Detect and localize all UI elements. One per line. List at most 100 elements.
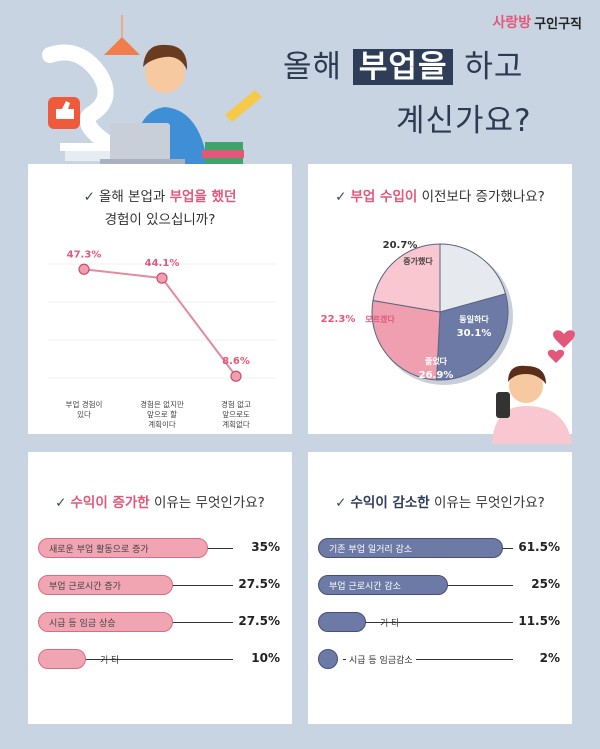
pie-chart: 증가했다 20.7% 동일하다 30.1% 줄었다 26.9% 모르겠다 22.3% [321,240,513,385]
card-title: ✓ 수익이 감소한 이유는 무엇인가요? [308,492,572,515]
bar: 부업 근로시간 감소 [318,575,448,595]
pie-slice [436,293,509,381]
title-highlight: 수익이 증가한 [70,495,150,511]
bar-row: 기존 부업 일거리 감소 61.5% [308,536,572,560]
bar: 부업 근로시간 증가 [38,575,173,595]
series-line [83,268,237,377]
leader-line [203,548,233,549]
leader-line [81,659,233,660]
bar-label: 부업 근로시간 증가 [49,581,121,592]
bar-row: 부업 근로시간 감소 25% [308,573,572,597]
card-increase-reasons: ✓ 수익이 증가한 이유는 무엇인가요? 새로운 부업 활동으로 증가 35% 부… [28,452,292,724]
headline-post: 하고 [453,49,524,85]
pie-slice [439,243,507,313]
check-icon: ✓ [55,495,67,511]
title-post: 이유는 무엇인가요? [429,495,545,511]
bar-label: 기존 부업 일거리 감소 [329,544,413,555]
bar-value: 11.5% [518,614,560,628]
bar [318,649,338,669]
bar-row: 부업 근로시간 증가 27.5% [28,573,292,597]
brand-name-suffix: 구인구직 [534,16,582,32]
card-income-change: ✓ 부업 수입이 이전보다 증가했나요? 증가했다 20.7% 동일하다 30.1% 줄었… [308,164,575,444]
brand-name-highlight: 사랑방 [492,15,532,31]
bar-value: 2% [539,651,560,665]
leader-line [498,548,513,549]
slice-label: 동일하다 [459,314,489,324]
bar-label: 시급 등 임금 상승 [49,618,116,629]
pie-slice [371,299,441,381]
data-label: 8.6% [222,356,250,367]
brand-logo: 사랑방 구인구직 [493,12,582,32]
check-icon: ✓ [335,189,347,205]
title-pre: 올해 본업과 [98,189,170,205]
slice-label: 모르겠다 [365,314,395,324]
page-headline: 올해 부업을 하고 계신가요? [283,40,532,148]
bar-value: 61.5% [518,540,560,554]
pie-slice [372,243,441,313]
data-point [78,263,90,275]
data-point [156,272,168,284]
bar-label: 기 타 [380,619,400,629]
card-title: ✓ 수익이 증가한 이유는 무엇인가요? [28,492,292,515]
bar: 기존 부업 일거리 감소 [318,538,503,558]
bar [38,649,86,669]
header-illustration [42,15,262,165]
card-title: ✓ 올해 본업과 부업을 했던 경험이 있으십니까? [28,186,292,232]
leader-line [168,622,233,623]
check-icon: ✓ [83,189,95,205]
bar-row: 새로운 부업 활동으로 증가 35% [28,536,292,560]
leader-line [443,585,513,586]
category-label: 있다 [77,410,91,419]
bar [318,612,366,632]
headline-pre: 올해 [283,49,353,85]
category-label: 앞으로 할 [147,410,177,419]
card-decrease-reasons: ✓ 수익이 감소한 이유는 무엇인가요? 기존 부업 일거리 감소 61.5% 부… [308,452,572,724]
bar-value: 27.5% [238,614,280,628]
bar-label: 기 타 [100,656,120,666]
slice-value: 22.3% [321,314,356,325]
bar: 시급 등 임금 상승 [38,612,173,632]
bar-label: 새로운 부업 활동으로 증가 [49,544,149,555]
title-highlight: 수익이 감소한 [350,495,430,511]
data-point [230,370,242,382]
check-icon: ✓ [335,495,347,511]
category-label: 경험은 없지만 [140,399,184,409]
bar-row: 시급 등 임금감소 2% [308,647,572,671]
category-label: 경험 없고 [221,399,251,409]
slice-value: 30.1% [457,328,492,339]
bar-value: 35% [251,540,280,554]
data-label: 47.3% [67,249,102,260]
headline-line2: 계신가요? [396,103,532,139]
bar-value: 25% [531,577,560,591]
woman-phone-illustration [492,330,575,444]
title-line2: 경험이 있으십니까? [104,212,216,228]
card-title: ✓ 부업 수입이 이전보다 증가했나요? [308,186,572,209]
slice-value: 20.7% [383,240,418,251]
bar-value: 27.5% [238,577,280,591]
leader-line [343,659,513,660]
title-highlight: 부업 수입이 [350,189,418,205]
bar: 새로운 부업 활동으로 증가 [38,538,208,558]
bar-value: 10% [251,651,280,665]
bar-row: 기 타 10% [28,647,292,671]
data-label: 44.1% [145,258,180,269]
slice-value: 26.9% [419,370,454,381]
slice-label: 줄었다 [425,356,448,366]
slice-label: 증가했다 [403,256,433,266]
bar-row: 시급 등 임금 상승 27.5% [28,610,292,634]
leader-line [168,585,233,586]
bar-row: 기 타 11.5% [308,610,572,634]
headline-highlight: 부업을 [352,49,454,85]
bar-label: 부업 근로시간 감소 [329,581,401,592]
title-post: 이전보다 증가했나요? [417,189,545,205]
bar-label: 시급 등 임금감소 [346,653,416,666]
category-label: 계획이다 [148,419,176,429]
category-label: 부업 경험이 [66,399,103,409]
title-post: 이유는 무엇인가요? [149,495,265,511]
title-highlight: 부업을 했던 [169,189,237,205]
card-side-job-experience: ✓ 올해 본업과 부업을 했던 경험이 있으십니까? 47.3% 부업 경험이 있다 4… [28,164,292,434]
category-label: 앞으로도 [222,410,250,419]
category-label: 계획없다 [222,419,250,429]
leader-line [361,622,513,623]
